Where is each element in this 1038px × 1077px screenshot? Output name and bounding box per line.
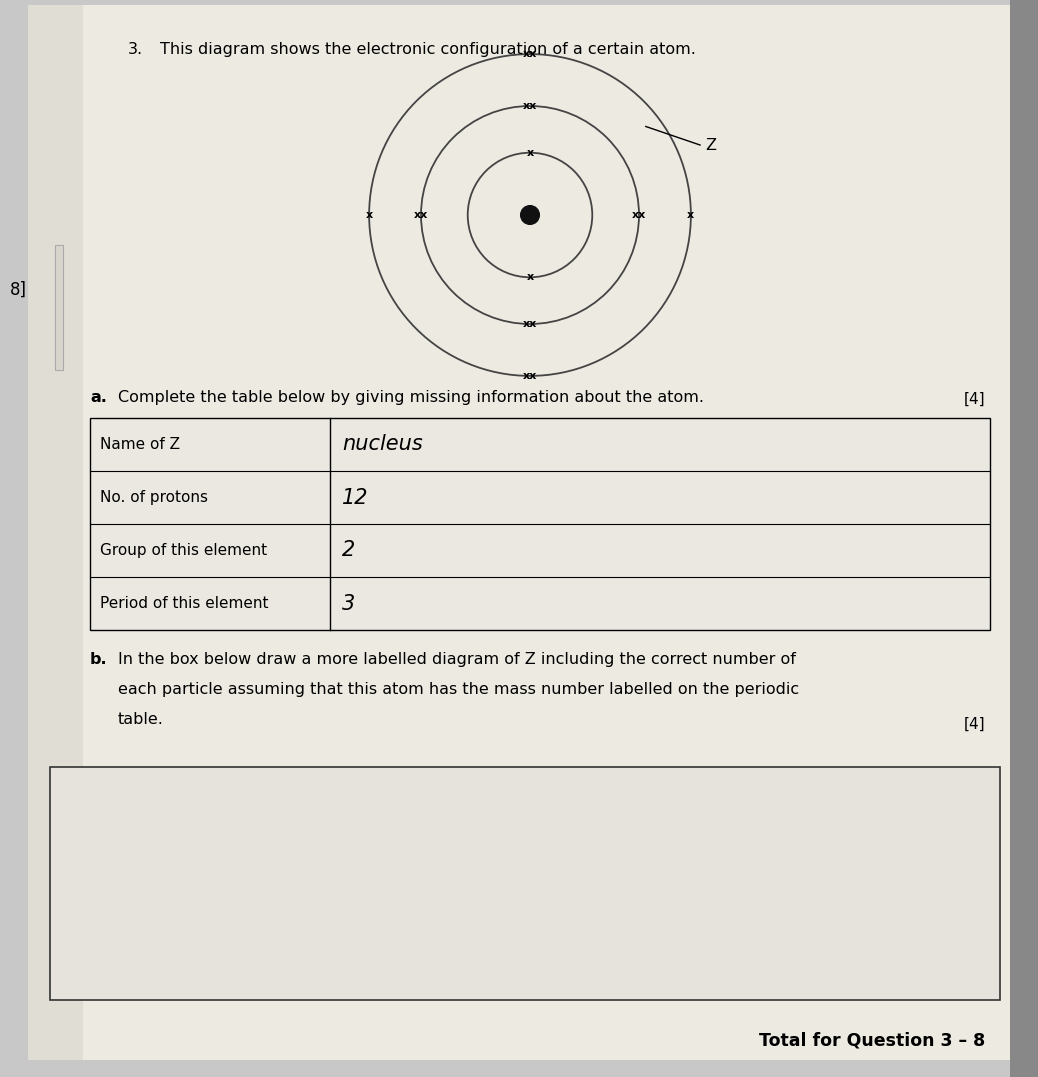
Text: 12: 12 (342, 488, 368, 507)
Text: 3.: 3. (128, 42, 143, 57)
Bar (55, 244, 63, 370)
Text: x: x (365, 210, 373, 220)
Text: nucleus: nucleus (342, 434, 422, 454)
Circle shape (521, 206, 540, 224)
Text: 8]: 8] (9, 281, 27, 299)
Text: x: x (526, 272, 534, 282)
Text: b.: b. (90, 652, 108, 667)
Bar (50, 767, 1000, 1001)
Text: Total for Question 3 – 8: Total for Question 3 – 8 (759, 1031, 985, 1049)
Text: 3: 3 (342, 593, 355, 614)
Text: table.: table. (118, 712, 164, 727)
Text: [4]: [4] (963, 392, 985, 407)
Text: xx: xx (414, 210, 428, 220)
Text: xx: xx (523, 101, 537, 111)
Bar (28, 5, 83, 1060)
Text: Z: Z (705, 138, 716, 153)
Text: Complete the table below by giving missing information about the atom.: Complete the table below by giving missi… (118, 390, 704, 405)
FancyBboxPatch shape (28, 5, 1013, 1060)
Text: This diagram shows the electronic configuration of a certain atom.: This diagram shows the electronic config… (160, 42, 695, 57)
Text: xx: xx (523, 319, 537, 328)
Text: xx: xx (632, 210, 646, 220)
Text: Period of this element: Period of this element (100, 596, 269, 611)
Text: [4]: [4] (963, 717, 985, 732)
Text: Name of Z: Name of Z (100, 437, 180, 452)
Text: x: x (526, 148, 534, 157)
Text: each particle assuming that this atom has the mass number labelled on the period: each particle assuming that this atom ha… (118, 682, 799, 697)
Bar (90, 418, 990, 630)
Text: No. of protons: No. of protons (100, 490, 208, 505)
Text: 2: 2 (342, 541, 355, 560)
Text: xx: xx (523, 370, 537, 381)
Text: xx: xx (523, 50, 537, 59)
Text: In the box below draw a more labelled diagram of Z including the correct number : In the box below draw a more labelled di… (118, 652, 796, 667)
Bar (1010, 0, 1038, 1077)
Text: a.: a. (90, 390, 107, 405)
Text: Group of this element: Group of this element (100, 543, 267, 558)
Text: x: x (687, 210, 694, 220)
